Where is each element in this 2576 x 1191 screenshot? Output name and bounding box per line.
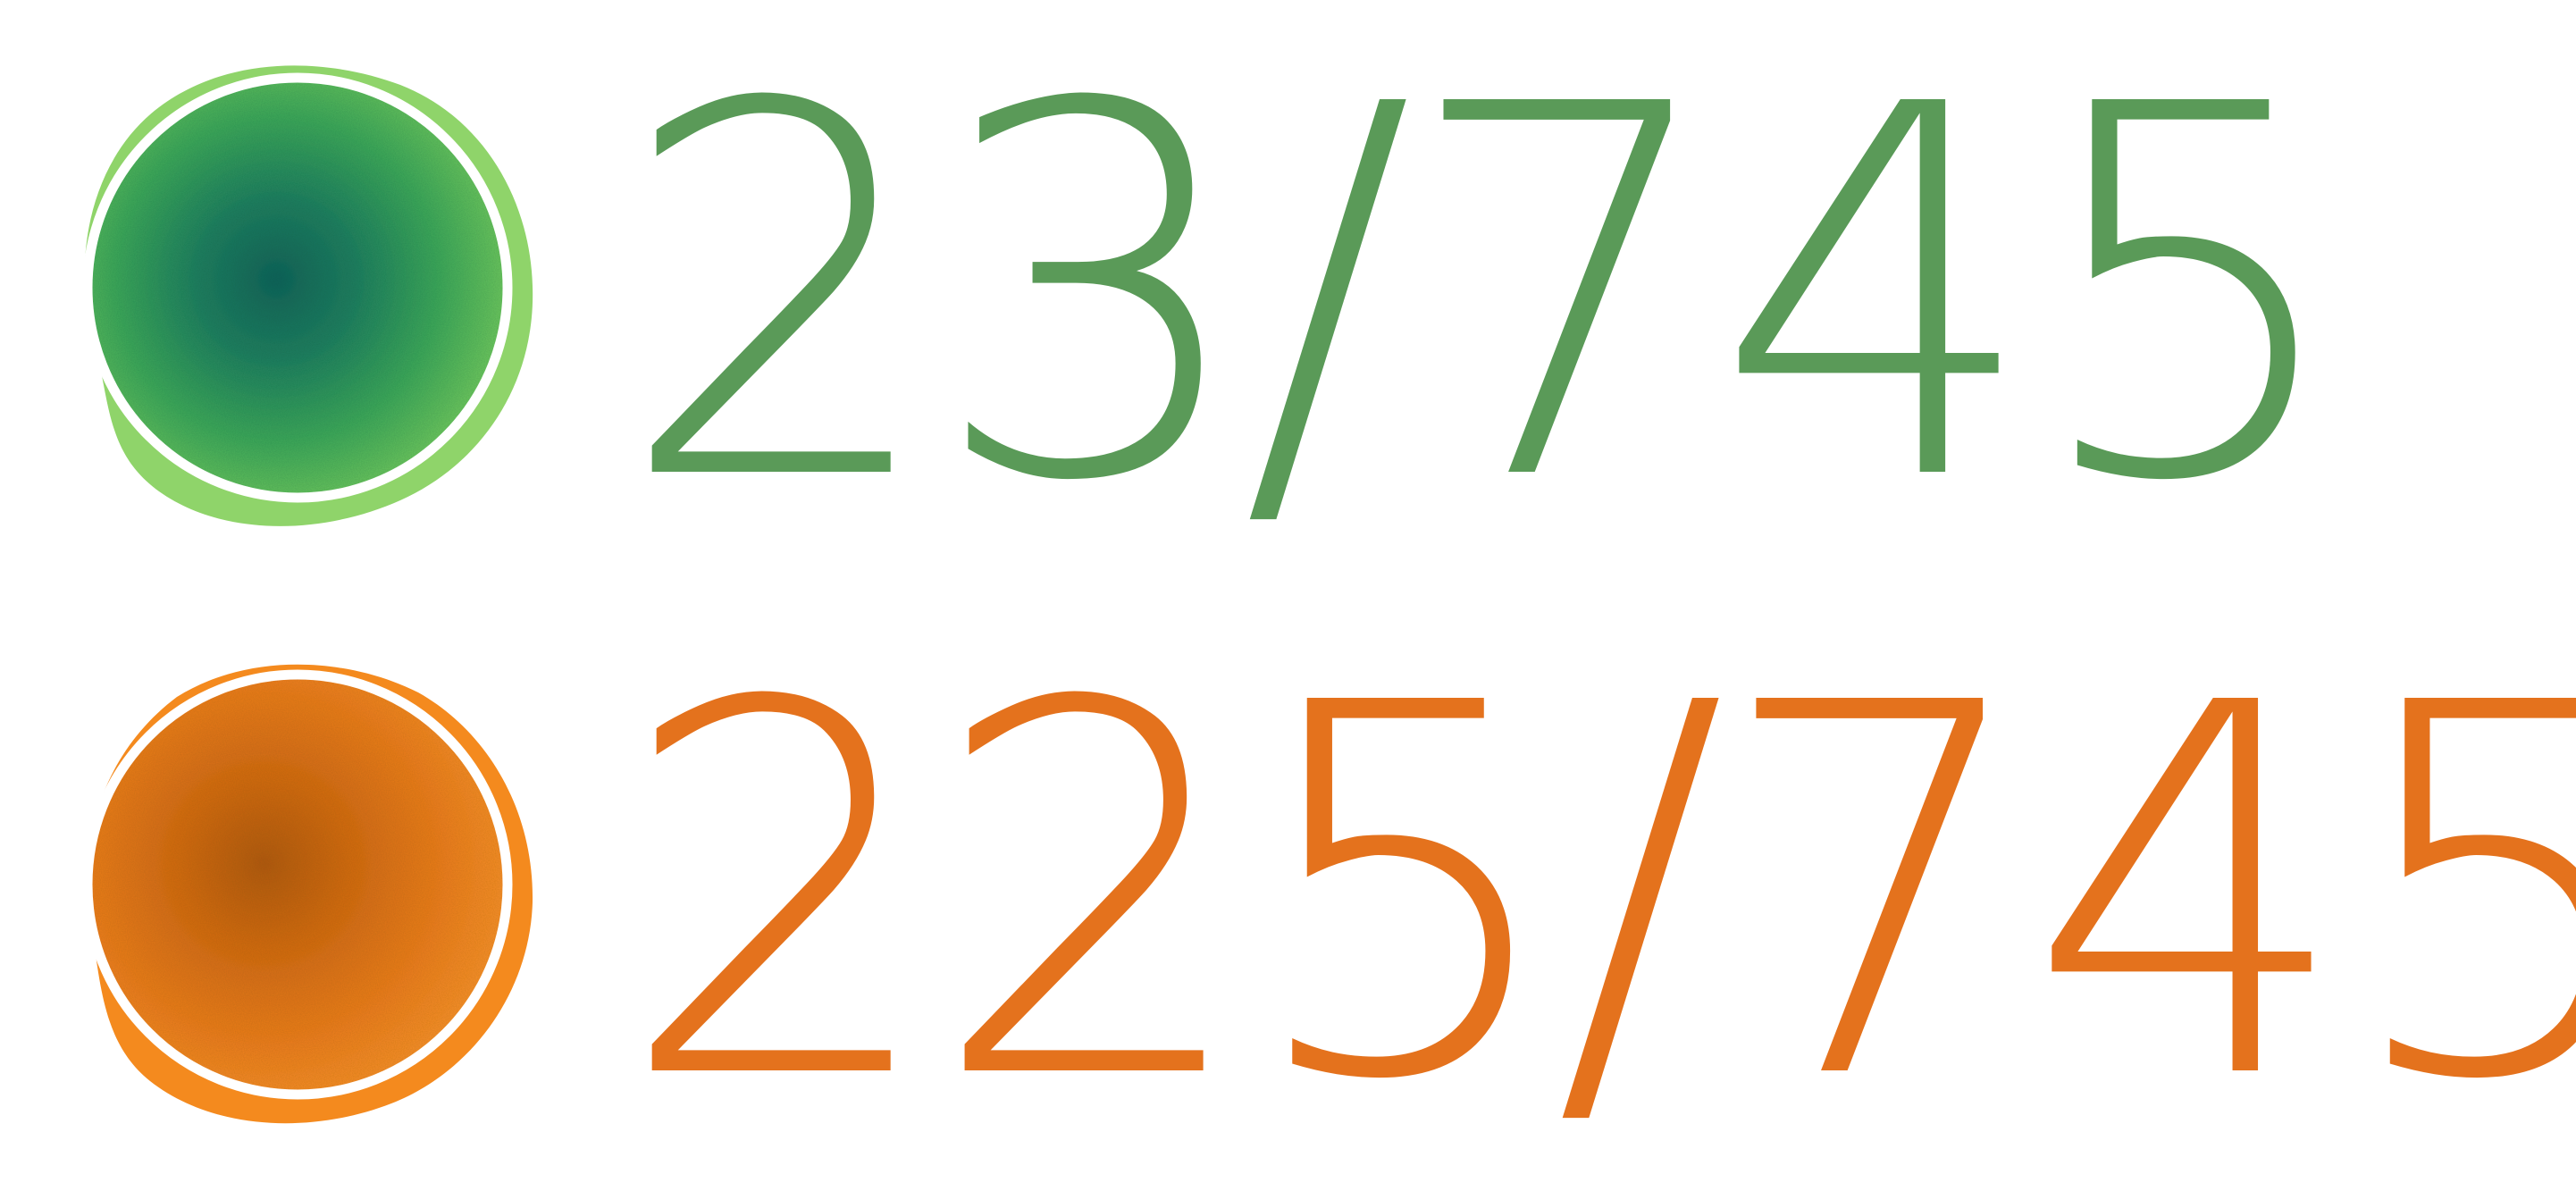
green-watercolor-circle-icon (61, 54, 543, 536)
count-text: 23/745 (617, 0, 2352, 592)
orange-watercolor-circle-icon (61, 652, 543, 1135)
ratio-row-orange: 225/745 (0, 634, 2576, 1188)
count-text: 225/745 (617, 596, 2576, 1191)
ratio-row-green: 23/745 (0, 36, 2576, 590)
